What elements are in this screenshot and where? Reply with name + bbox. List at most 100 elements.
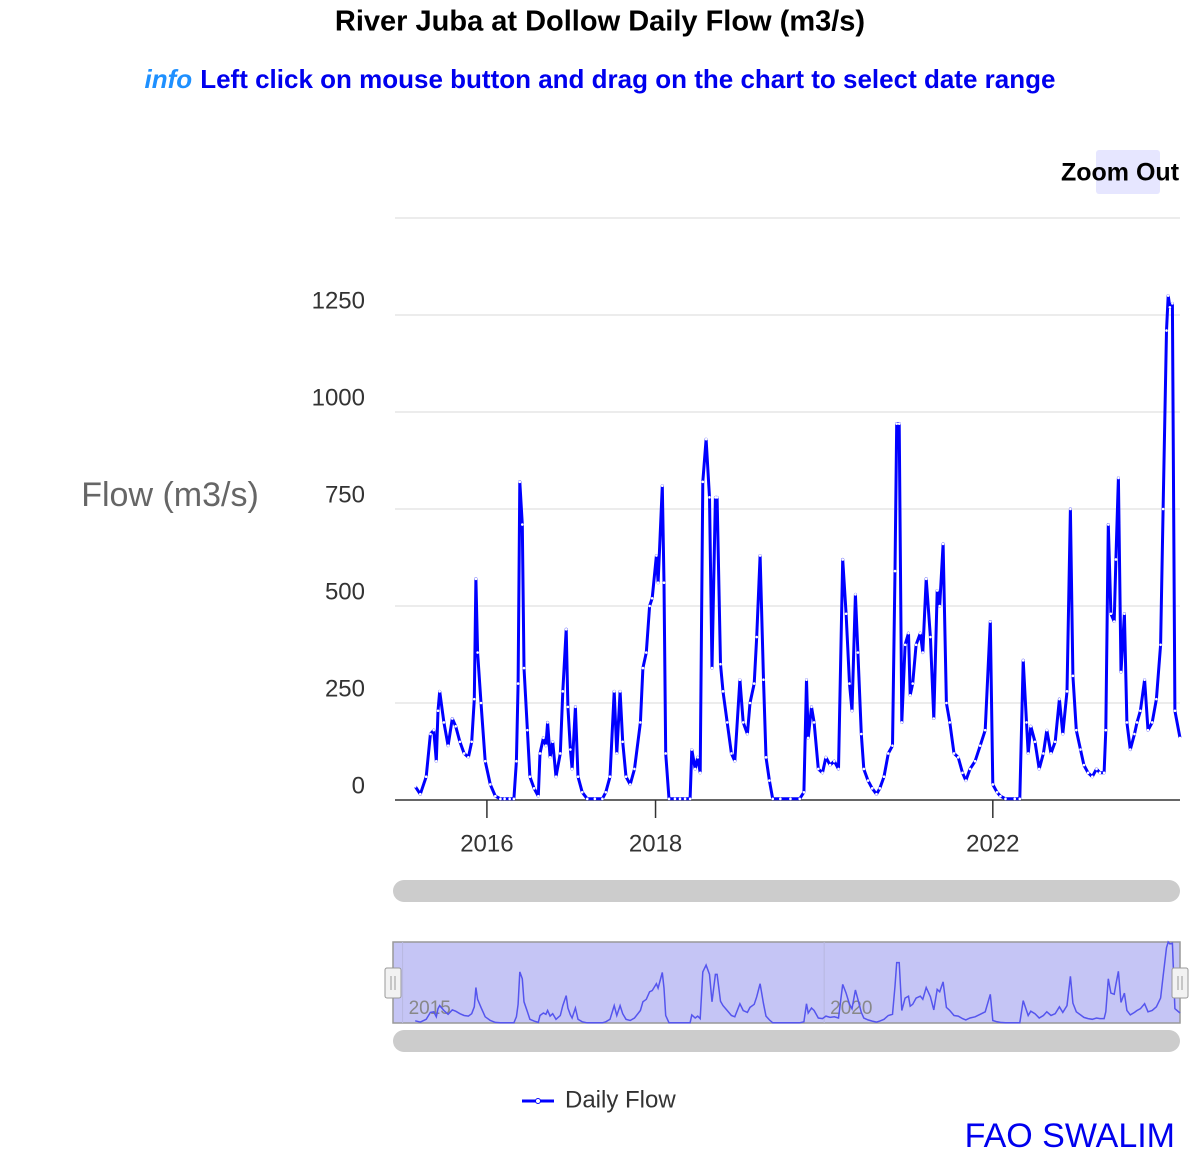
point bbox=[768, 779, 771, 782]
point bbox=[604, 790, 608, 794]
point bbox=[870, 787, 874, 790]
point bbox=[644, 651, 648, 654]
point bbox=[662, 581, 666, 585]
point bbox=[548, 756, 552, 759]
point bbox=[961, 771, 964, 775]
point bbox=[1029, 724, 1033, 728]
point bbox=[991, 783, 995, 786]
credit[interactable]: FAO SWALIM bbox=[965, 1117, 1175, 1155]
point bbox=[762, 678, 765, 682]
point bbox=[633, 767, 636, 771]
scrollbar[interactable] bbox=[393, 880, 1180, 902]
point bbox=[805, 678, 808, 682]
point bbox=[570, 767, 574, 771]
point bbox=[508, 797, 511, 801]
point bbox=[1112, 620, 1116, 623]
point bbox=[413, 785, 417, 788]
point bbox=[664, 752, 667, 755]
point bbox=[893, 569, 897, 573]
point bbox=[561, 690, 565, 693]
point bbox=[660, 484, 664, 488]
point bbox=[952, 752, 956, 755]
point bbox=[538, 752, 542, 755]
point bbox=[878, 787, 882, 790]
y-tick-label: 750 bbox=[325, 481, 365, 508]
point bbox=[779, 797, 782, 801]
chart-title: River Juba at Dollow Daily Flow (m3/s) bbox=[335, 6, 865, 38]
point bbox=[451, 717, 454, 720]
point bbox=[875, 792, 878, 796]
point bbox=[1069, 507, 1072, 511]
y-axis-title: Flow (m3/s) bbox=[81, 476, 259, 514]
point bbox=[854, 593, 857, 596]
point bbox=[479, 701, 483, 705]
point bbox=[837, 767, 840, 771]
point bbox=[564, 627, 568, 631]
point bbox=[1086, 771, 1090, 775]
point bbox=[418, 792, 422, 796]
point bbox=[569, 748, 572, 751]
point bbox=[978, 744, 982, 747]
point bbox=[621, 740, 624, 744]
point bbox=[678, 797, 682, 801]
point bbox=[802, 790, 806, 794]
point bbox=[941, 542, 945, 546]
point bbox=[755, 635, 759, 639]
point bbox=[1074, 728, 1078, 732]
y-tick-label: 1000 bbox=[312, 384, 365, 411]
point bbox=[438, 690, 441, 693]
point bbox=[683, 797, 687, 801]
point bbox=[1150, 721, 1154, 724]
point bbox=[973, 759, 977, 763]
point bbox=[462, 752, 466, 755]
point bbox=[1146, 728, 1150, 732]
legend-marker[interactable] bbox=[535, 1098, 541, 1104]
point bbox=[528, 775, 532, 779]
x-tick-label: 2018 bbox=[629, 830, 682, 857]
point bbox=[601, 797, 604, 801]
point bbox=[608, 775, 612, 779]
point bbox=[719, 662, 722, 666]
point bbox=[1071, 674, 1075, 678]
point bbox=[1037, 767, 1041, 771]
point bbox=[641, 666, 645, 670]
point bbox=[746, 732, 749, 736]
navigator-handle[interactable] bbox=[1171, 967, 1189, 999]
point bbox=[816, 767, 820, 771]
point bbox=[470, 740, 474, 744]
point bbox=[798, 797, 802, 801]
point bbox=[956, 756, 960, 759]
legend-label[interactable]: Daily Flow bbox=[565, 1086, 676, 1113]
point bbox=[1058, 697, 1061, 701]
point bbox=[812, 721, 816, 724]
zoom-out-button[interactable]: Zoom Out bbox=[1061, 159, 1180, 187]
point bbox=[442, 721, 446, 724]
point bbox=[1061, 732, 1065, 736]
point bbox=[968, 767, 972, 771]
point bbox=[494, 794, 497, 798]
point bbox=[650, 596, 654, 600]
point bbox=[748, 701, 752, 705]
point bbox=[908, 693, 912, 697]
point bbox=[612, 690, 616, 693]
point bbox=[725, 721, 729, 724]
point bbox=[821, 771, 824, 775]
point bbox=[907, 631, 910, 635]
point bbox=[708, 496, 711, 499]
point bbox=[673, 797, 677, 801]
point bbox=[1053, 740, 1057, 744]
navigator-scrollbar[interactable] bbox=[393, 1030, 1180, 1052]
point bbox=[1166, 294, 1170, 297]
point bbox=[1065, 690, 1069, 693]
point bbox=[544, 744, 548, 747]
navigator-line bbox=[415, 940, 1181, 1024]
point bbox=[850, 709, 854, 713]
point bbox=[628, 783, 632, 786]
navigator-handle[interactable] bbox=[384, 967, 402, 999]
point bbox=[895, 422, 898, 425]
zoom-out-button-bg[interactable] bbox=[1096, 150, 1160, 194]
point bbox=[730, 752, 733, 755]
point bbox=[862, 767, 866, 771]
point bbox=[1102, 771, 1106, 775]
point bbox=[574, 705, 577, 709]
